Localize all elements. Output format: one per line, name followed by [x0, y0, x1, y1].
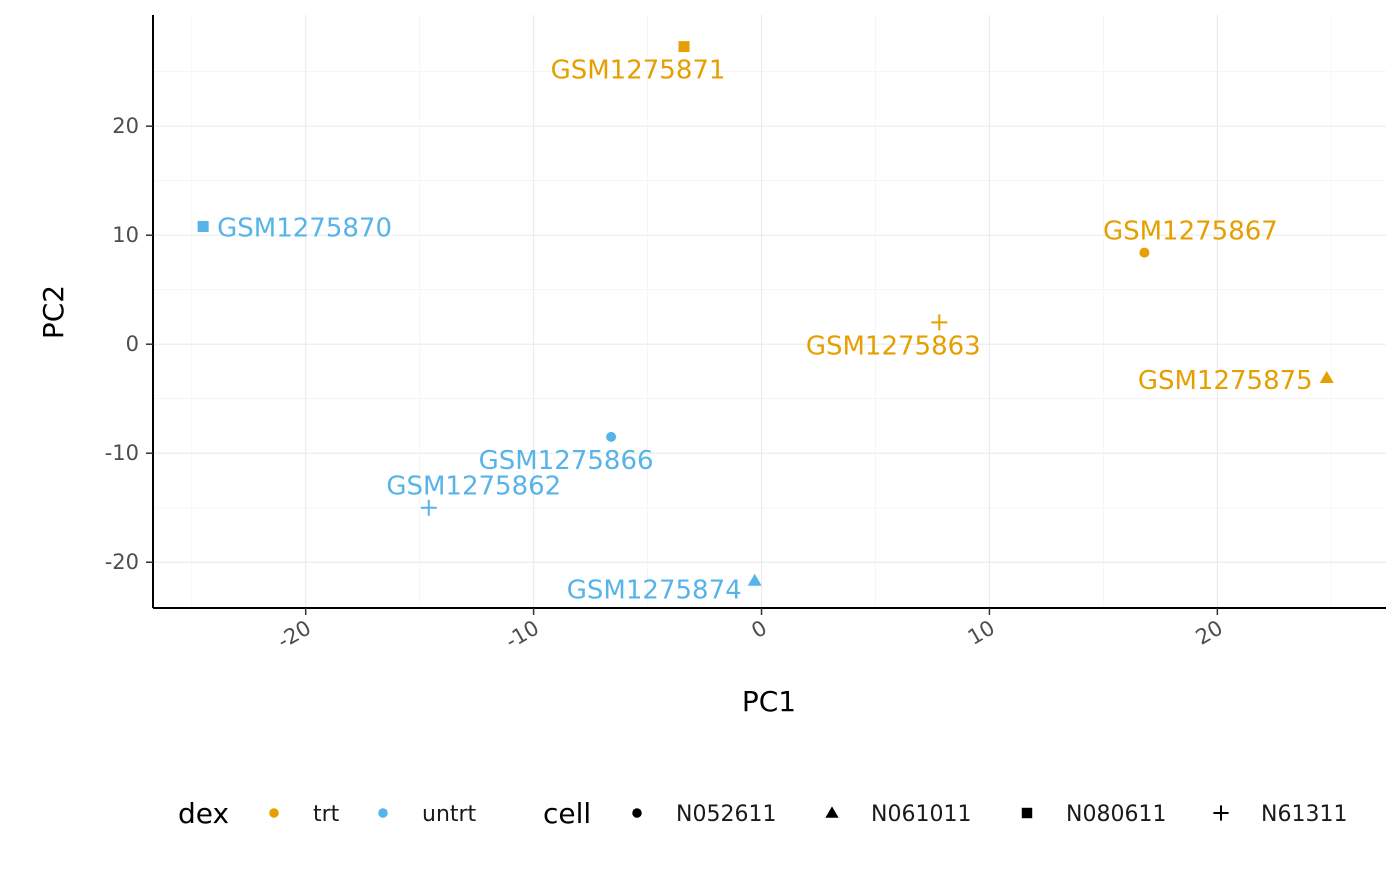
legend-title-cell: cell: [543, 797, 591, 830]
legend: dex trt untrt cell N052611 N061011 N080611 N613…: [178, 797, 1347, 830]
data-point-GSM1275867: [1139, 247, 1150, 258]
point-label-GSM1275875: GSM1275875: [1138, 366, 1313, 396]
point-label-GSM1275874: GSM1275874: [567, 576, 742, 606]
legend-key-untrt: [378, 808, 388, 818]
legend-key-N052611: [632, 808, 642, 818]
data-point-GSM1275875: [1319, 370, 1334, 383]
data-point-GSM1275874: [747, 573, 762, 586]
y-axis-title: PC2: [37, 285, 70, 339]
point-labels-layer: GSM1275871 GSM1275870 GSM1275867 GSM1275863…: [217, 56, 1313, 606]
data-point-GSM1275863: [931, 314, 948, 331]
points-layer: [197, 41, 1334, 586]
x-tick-label: 10: [964, 616, 999, 650]
legend-key-N61311: [1213, 805, 1229, 821]
legend-label-N061011: N061011: [871, 802, 971, 827]
grid-layer: [153, 15, 1386, 608]
point-label-GSM1275870: GSM1275870: [217, 213, 392, 243]
legend-title-dex: dex: [178, 797, 229, 830]
data-point-GSM1275871: [678, 41, 690, 53]
y-tick-label: -20: [105, 550, 139, 574]
point-label-GSM1275866: GSM1275866: [479, 446, 654, 476]
data-point-GSM1275866: [606, 431, 617, 442]
x-tick-label: -10: [501, 616, 543, 654]
axes-layer: [152, 15, 1386, 609]
legend-key-N080611: [1021, 807, 1033, 819]
point-label-GSM1275862: GSM1275862: [386, 472, 561, 502]
x-tick-label: 20: [1192, 616, 1227, 650]
y-tick-label: 10: [112, 223, 139, 247]
legend-label-untrt: untrt: [422, 802, 477, 827]
legend-label-N052611: N052611: [676, 802, 776, 827]
point-label-GSM1275871: GSM1275871: [551, 56, 726, 86]
y-tick-label: -10: [105, 441, 139, 465]
data-point-GSM1275870: [197, 220, 209, 232]
legend-key-N061011: [825, 806, 839, 818]
y-tick-label: 20: [112, 114, 139, 138]
x-axis-title: PC1: [742, 685, 796, 718]
legend-key-trt: [269, 808, 279, 818]
legend-label-N080611: N080611: [1066, 802, 1166, 827]
x-tick-label: 0: [747, 616, 771, 643]
ticks-layer: -20 -10 0 10 20 -20 -10 0 10 20: [105, 114, 1227, 653]
y-tick-label: 0: [126, 332, 139, 356]
legend-label-N61311: N61311: [1261, 802, 1347, 827]
legend-label-trt: trt: [313, 802, 340, 827]
x-tick-label: -20: [273, 616, 315, 654]
data-point-GSM1275862: [420, 499, 437, 516]
point-label-GSM1275867: GSM1275867: [1103, 217, 1278, 247]
point-label-GSM1275863: GSM1275863: [806, 331, 981, 361]
